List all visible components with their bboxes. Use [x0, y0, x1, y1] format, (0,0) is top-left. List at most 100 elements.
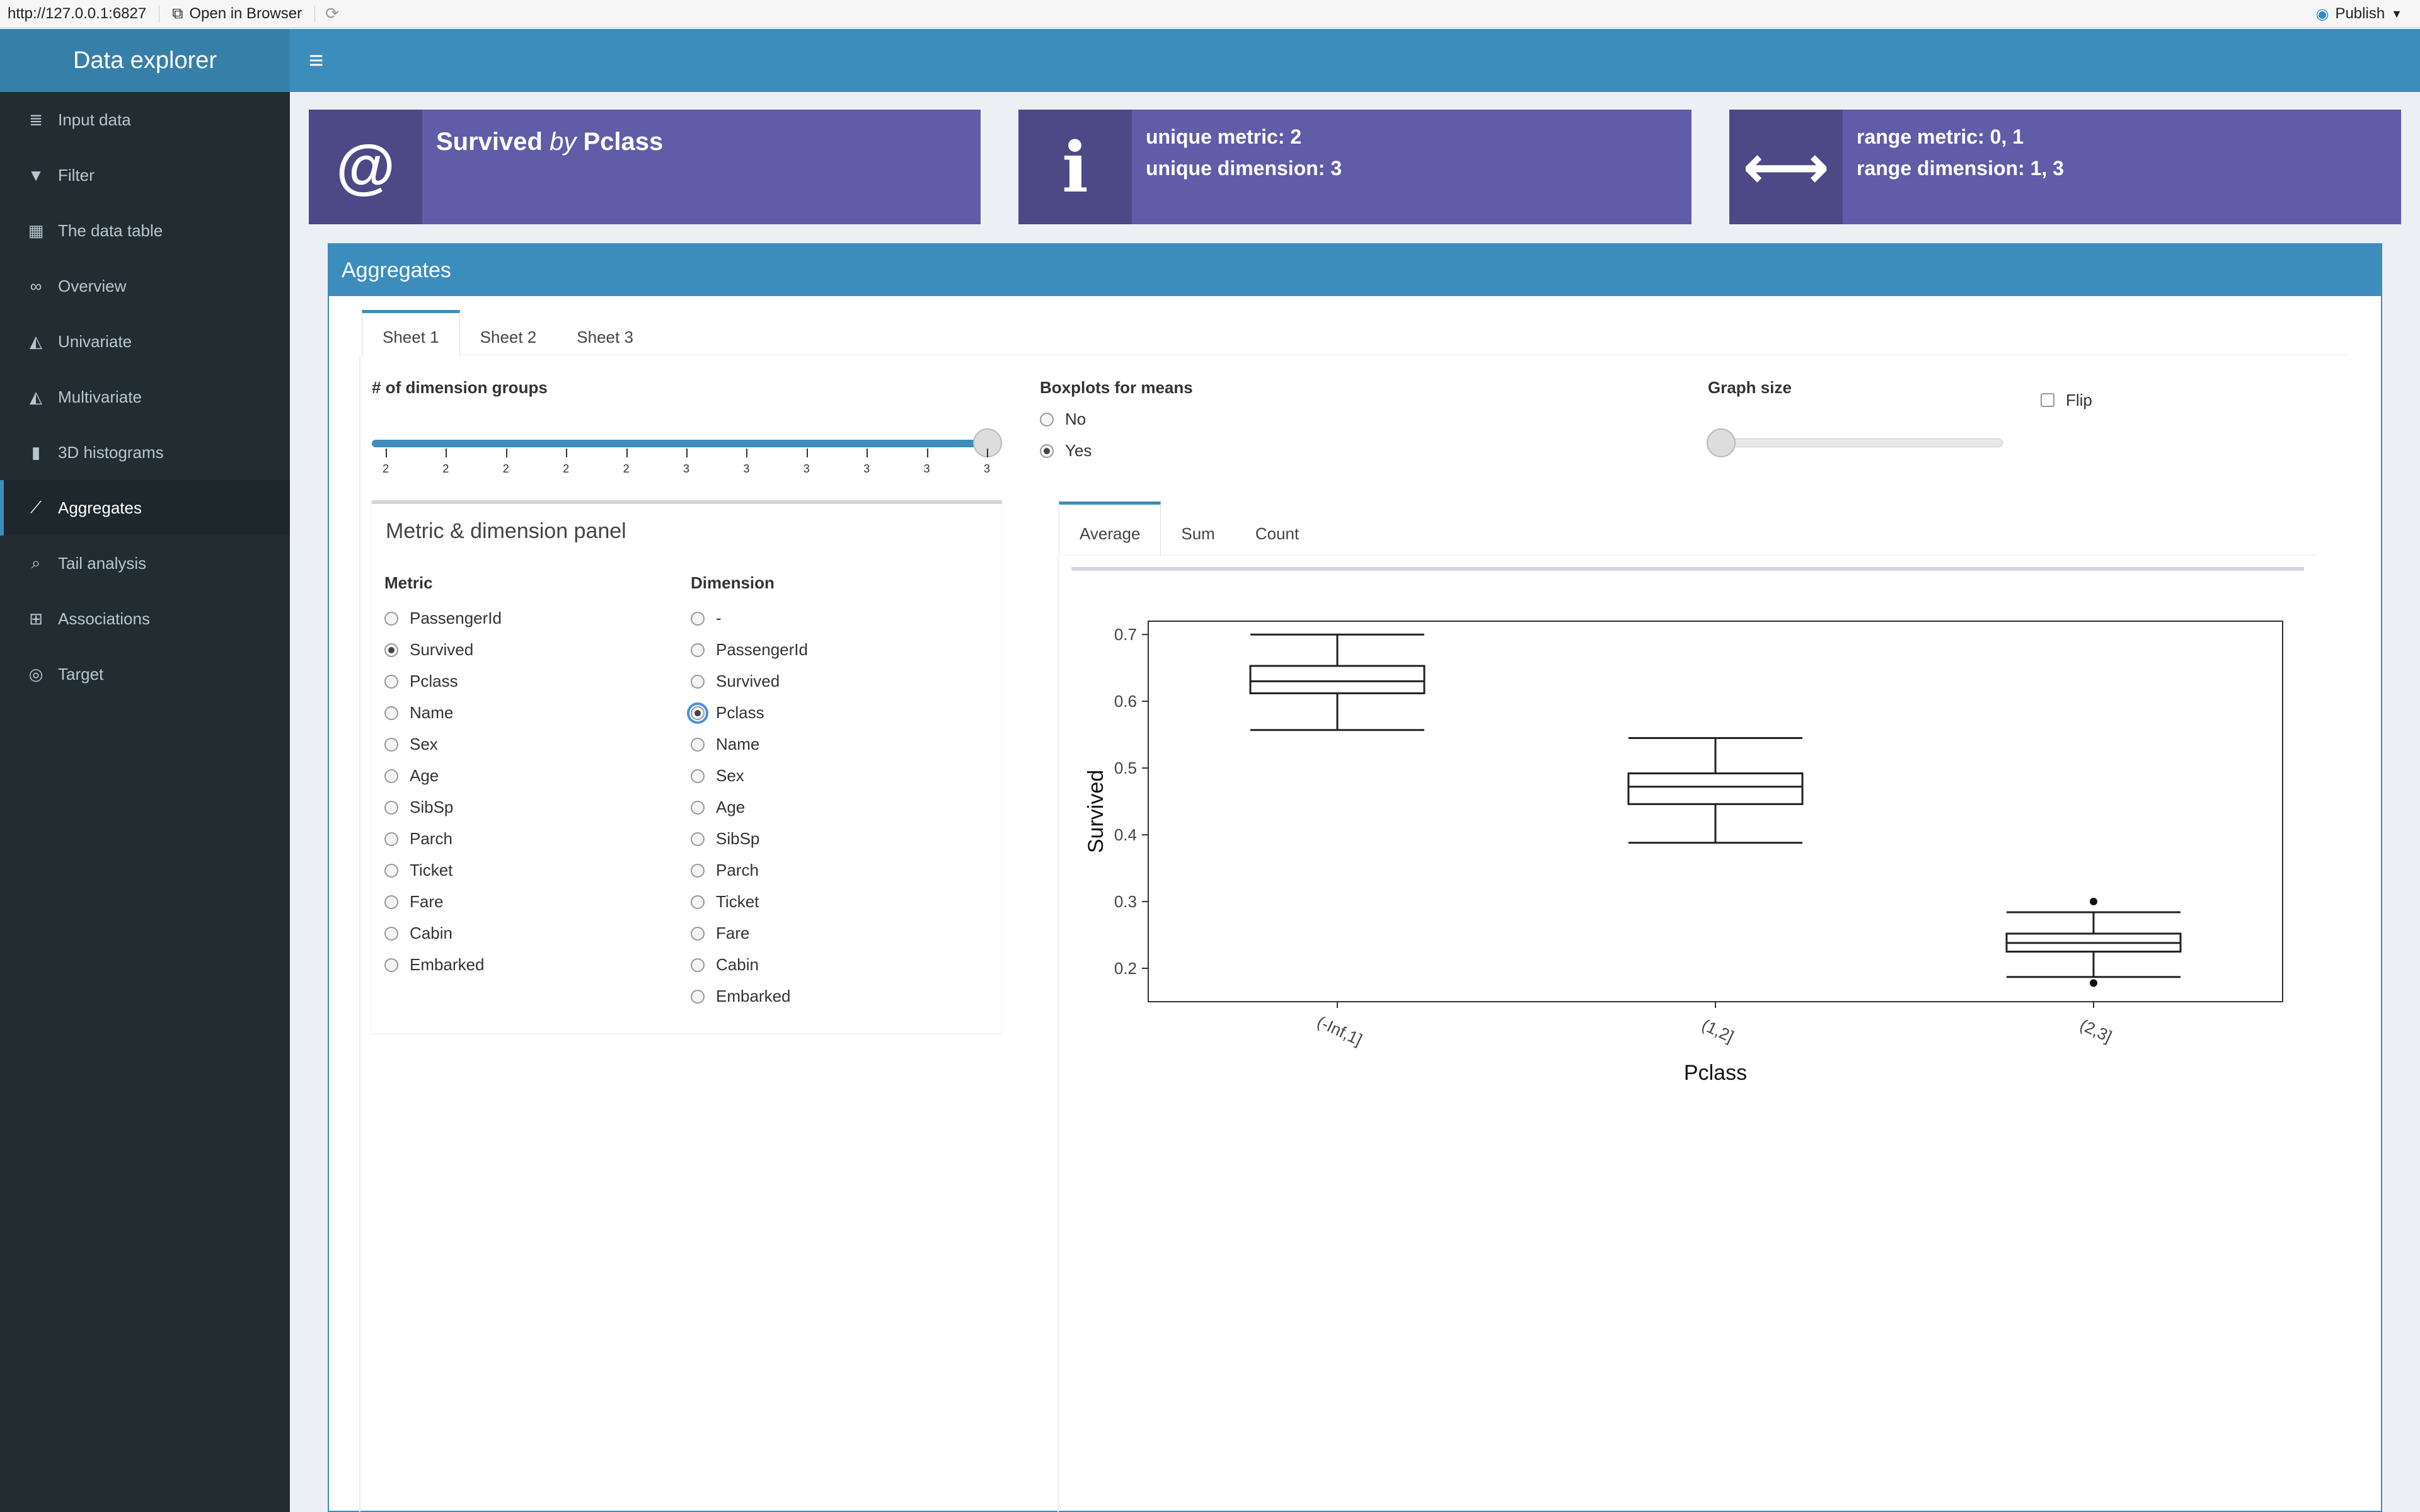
dimension-option[interactable]: Cabin [691, 955, 759, 975]
graph-size-slider-handle[interactable] [1707, 428, 1736, 457]
sidebar-item-label: Overview [58, 276, 127, 295]
open-in-browser-button[interactable]: ⧉ Open in Browser [159, 4, 316, 23]
tab-count[interactable]: Count [1255, 524, 1299, 543]
sidebar-item-overview[interactable]: ∞ Overview [0, 258, 290, 314]
metric-option-label: Sex [410, 735, 438, 753]
tab-sheet-1[interactable]: Sheet 1 [362, 310, 460, 357]
sidebar-item-label: Multivariate [58, 387, 142, 406]
metric-option[interactable]: PassengerId [384, 609, 502, 628]
metric-radio[interactable] [384, 926, 398, 941]
table-icon: ▦ [28, 220, 44, 240]
dimension-option[interactable]: - [691, 609, 722, 628]
bar-chart-icon: ▮ [31, 442, 41, 462]
dimension-option[interactable]: Ticket [691, 892, 759, 912]
sidebar-item-univariate[interactable]: ◭ Univariate [0, 314, 290, 369]
metric-option[interactable]: SibSp [384, 798, 453, 817]
metric-radio[interactable] [384, 737, 398, 752]
radio-no[interactable] [1040, 412, 1054, 427]
url-display[interactable]: http://127.0.0.1:6827 [0, 4, 160, 23]
tab-sheet-3[interactable]: Sheet 3 [577, 328, 633, 346]
metric-option[interactable]: Survived [384, 640, 473, 660]
dimension-radio[interactable] [691, 832, 705, 846]
dimension-option-label: SibSp [716, 829, 760, 848]
refresh-icon[interactable]: ⟳ [325, 4, 339, 23]
metric-option-label: Name [410, 703, 454, 722]
metric-option[interactable]: Parch [384, 829, 452, 849]
boxplots-option-yes[interactable]: Yes [1040, 441, 1092, 461]
dimension-radio[interactable] [691, 769, 705, 783]
dimension-radio[interactable] [691, 863, 705, 878]
sidebar-item-filter[interactable]: ▼ Filter [0, 147, 290, 203]
metric-option[interactable]: Ticket [384, 861, 452, 880]
dimension-radio[interactable] [691, 611, 705, 626]
sidebar-item-tail-analysis[interactable]: ⌕ Tail analysis [0, 536, 290, 591]
tab-sheet-2[interactable]: Sheet 2 [480, 328, 537, 346]
dimension-radio[interactable] [691, 926, 705, 941]
sidebar-item-multivariate[interactable]: ◭ Multivariate [0, 369, 290, 425]
graph-size-slider-track[interactable] [1709, 438, 2003, 447]
metric-option[interactable]: Fare [384, 892, 443, 912]
dimension-option[interactable]: Pclass [687, 702, 764, 724]
publish-button[interactable]: ◉ Publish ▼ [2316, 0, 2403, 28]
dimension-option[interactable]: Fare [691, 924, 749, 943]
metric-option[interactable]: Cabin [384, 924, 452, 943]
metric-radio[interactable] [384, 958, 398, 972]
flip-checkbox[interactable] [2041, 393, 2054, 407]
metric-option[interactable]: Sex [384, 735, 438, 754]
dimension-radio[interactable] [691, 989, 705, 1004]
metric-option-label: Parch [410, 829, 452, 848]
sidebar-item-label: Aggregates [58, 498, 142, 517]
metric-option[interactable]: Pclass [384, 672, 458, 691]
dimension-option-label: PassengerId [716, 640, 808, 659]
metric-radio[interactable] [384, 895, 398, 909]
metric-option[interactable]: Age [384, 766, 439, 786]
dimension-radio[interactable] [691, 674, 705, 689]
dimension-option[interactable]: Survived [691, 672, 780, 691]
metric-radio[interactable] [384, 832, 398, 846]
metric-option[interactable]: Name [384, 703, 453, 723]
dimension-option[interactable]: Name [691, 735, 759, 754]
title-infobox: @ Survived by Pclass [309, 110, 981, 224]
dimension-radio[interactable] [691, 643, 705, 657]
metric-radio[interactable] [384, 611, 398, 626]
metric-radio[interactable] [384, 643, 398, 657]
dimension-option[interactable]: Age [691, 798, 745, 817]
sidebar-item-label: Tail analysis [58, 553, 147, 573]
dimension-option[interactable]: PassengerId [691, 640, 808, 660]
sidebar-toggle-icon[interactable]: ≡ [309, 47, 324, 74]
metric-radio[interactable] [384, 674, 398, 689]
dimension-radio[interactable] [691, 895, 705, 909]
radio-yes[interactable] [1040, 444, 1054, 458]
dimension-option[interactable]: Sex [691, 766, 744, 786]
tab-sum[interactable]: Sum [1181, 524, 1215, 543]
chart-tabs: Average Sum Count [1059, 501, 2317, 556]
sidebar-item-3d-histograms[interactable]: ▮ 3D histograms [0, 425, 290, 480]
metric-radio[interactable] [384, 769, 398, 783]
dimension-option-label: Pclass [716, 703, 764, 722]
dimension-radio[interactable] [691, 800, 705, 815]
metric-radio[interactable] [384, 863, 398, 878]
metric-radio[interactable] [384, 706, 398, 720]
dimension-radio[interactable] [691, 958, 705, 972]
sidebar-item-the-data-table[interactable]: ▦ The data table [0, 203, 290, 258]
tab-average[interactable]: Average [1059, 501, 1161, 554]
metric-option[interactable]: Embarked [384, 955, 485, 975]
sidebar-item-associations[interactable]: ⊞ Associations [0, 591, 290, 646]
sidebar-item-input-data[interactable]: ≣ Input data [0, 92, 290, 147]
left-border [359, 357, 360, 1512]
slider-tick [926, 449, 928, 457]
x-tick-label: (2,3] [2077, 1015, 2115, 1046]
dimension-radio[interactable] [691, 737, 705, 752]
dim-groups-slider-track[interactable] [372, 440, 989, 447]
boxplots-option-no[interactable]: No [1040, 410, 1086, 429]
dimension-option[interactable]: Embarked [691, 987, 791, 1006]
app-logo[interactable]: Data explorer [0, 29, 290, 92]
sidebar-item-aggregates[interactable]: ⟋ Aggregates [0, 480, 290, 536]
slider-tick-label: 2 [382, 462, 389, 475]
sidebar-item-target[interactable]: ◎ Target [0, 646, 290, 702]
dimension-option[interactable]: Parch [691, 861, 759, 880]
dimension-option[interactable]: SibSp [691, 829, 759, 849]
dimension-radio[interactable] [687, 702, 708, 724]
slider-tick [446, 449, 447, 457]
metric-radio[interactable] [384, 800, 398, 815]
